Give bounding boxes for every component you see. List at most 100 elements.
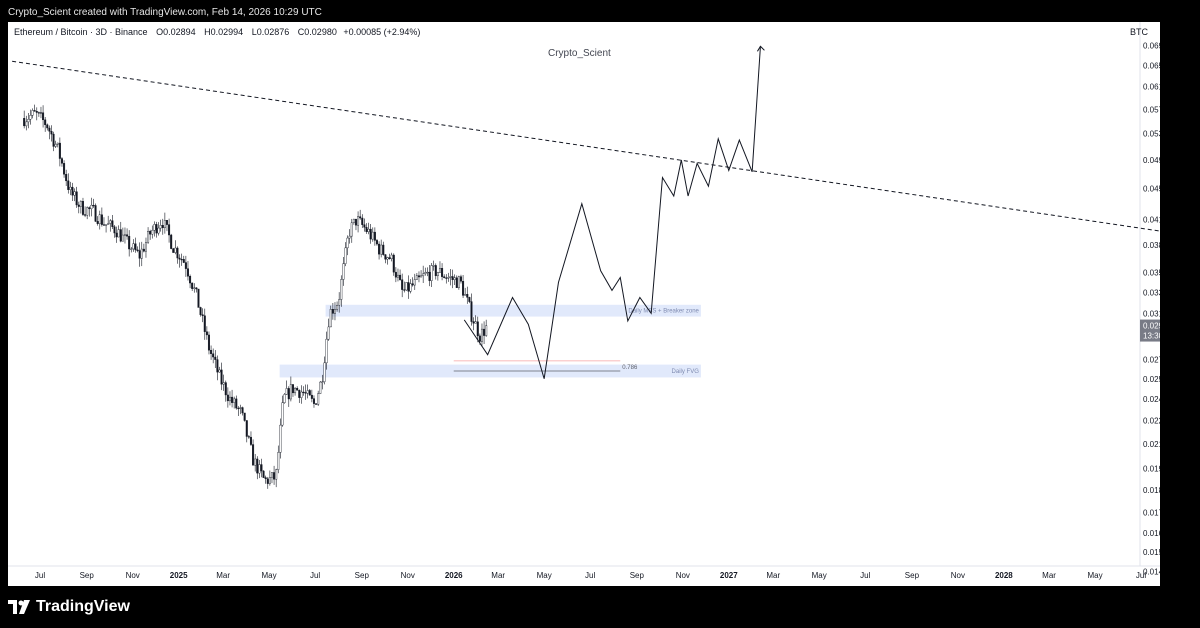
candle-body <box>157 227 160 234</box>
time-tick-label: Nov <box>676 571 690 580</box>
candle-body <box>361 217 364 225</box>
zone-band <box>325 304 701 317</box>
time-tick-label: Nov <box>126 571 140 580</box>
candle-body <box>115 232 118 238</box>
candle-body <box>75 191 78 206</box>
candle-body <box>92 204 95 207</box>
candle-body <box>90 204 93 210</box>
time-tick-label: 2025 <box>170 571 188 580</box>
candle-body <box>180 258 183 261</box>
candle-body <box>411 283 414 286</box>
candle-body <box>220 369 223 385</box>
candle-body <box>304 392 307 394</box>
candle-body <box>63 163 66 175</box>
footer-bar <box>0 586 1200 628</box>
candle-body <box>468 297 471 302</box>
price-tick-label: 0.02550 <box>1143 375 1160 384</box>
price-tick-label: 0.03300 <box>1143 288 1160 297</box>
candle-body <box>436 272 439 277</box>
candle-body <box>390 254 393 260</box>
candle-body <box>455 277 458 288</box>
candle-body <box>123 234 126 236</box>
time-tick-label: May <box>262 571 277 580</box>
candle-body <box>430 265 433 281</box>
candle-body <box>308 390 311 396</box>
price-tick-label: 0.01435 <box>1143 567 1160 576</box>
candle-body <box>79 201 82 207</box>
candle-body <box>346 237 349 249</box>
candle-body <box>191 282 194 289</box>
candle-body <box>407 282 410 292</box>
candle-body <box>144 242 147 252</box>
candle-body <box>378 243 381 255</box>
open-label: O <box>156 27 164 37</box>
zone-label: Daily MSS + Breaker zone <box>628 309 699 315</box>
candle-body <box>168 224 171 236</box>
candle-body <box>226 394 229 402</box>
candle-body <box>485 325 488 336</box>
time-tick-label: Mar <box>766 571 780 580</box>
candle-body <box>121 234 124 242</box>
candle-body <box>354 218 357 226</box>
candle-body <box>199 307 202 315</box>
time-axis[interactable]: Jul Sep Nov 2025 Mar May Jul Sep Nov 2026 Mar May Ju… <box>8 565 1160 580</box>
candle-body <box>107 223 110 225</box>
candle-body <box>287 388 290 400</box>
candle-body <box>386 257 389 260</box>
candle-body <box>373 231 376 241</box>
candle-body <box>298 389 301 398</box>
candle-body <box>109 220 112 224</box>
candle-body <box>132 243 135 250</box>
candle-body <box>81 201 84 215</box>
candle-body <box>434 265 437 277</box>
candle-body <box>466 293 469 298</box>
candle-body <box>126 234 129 237</box>
candle-body <box>186 268 189 277</box>
candle-body <box>367 228 370 232</box>
candle-body <box>71 186 74 196</box>
candle-body <box>369 228 372 240</box>
candle-body <box>207 334 210 351</box>
candle-body <box>291 384 294 394</box>
candle-body <box>457 276 460 288</box>
projection-path[interactable] <box>463 45 765 379</box>
candle-body <box>336 305 339 310</box>
candle-body <box>262 470 265 478</box>
price-chart[interactable]: Daily MSS + Breaker zone Daily FVG 0.786 0… <box>8 22 1160 586</box>
time-tick-label: Sep <box>905 571 920 580</box>
candle-body <box>98 214 101 224</box>
price-axis[interactable]: 0.06900 0.06500 0.06100 0.05700 0.05300 0.049… <box>1139 22 1160 576</box>
candle-body <box>476 321 479 337</box>
time-tick-label: Jul <box>585 571 595 580</box>
candle-body <box>205 331 208 336</box>
candle-body <box>138 250 141 259</box>
candle-body <box>392 254 395 273</box>
candle-body <box>67 180 70 190</box>
candle-body <box>312 398 315 404</box>
last-price-value: 0.02980 <box>1143 322 1160 331</box>
tradingview-logo[interactable]: TradingView <box>8 598 130 616</box>
candle-body <box>201 314 204 316</box>
candle-body <box>388 257 391 260</box>
candle-body <box>27 119 30 123</box>
trendline[interactable] <box>12 60 1160 232</box>
price-tick-label: 0.01610 <box>1143 529 1160 538</box>
chart-panel[interactable]: Daily MSS + Breaker zone Daily FVG 0.786 0… <box>8 22 1160 586</box>
symbol-legend: Ethereum / Bitcoin · 3D · Binance O0.028… <box>14 27 420 37</box>
projection-arrowhead <box>757 45 765 52</box>
candle-body <box>403 289 406 291</box>
close-value: 0.02980 <box>304 27 337 37</box>
candle-body <box>409 283 412 292</box>
candle-body <box>65 174 68 182</box>
candle-body <box>39 112 42 114</box>
candle-body <box>394 271 397 278</box>
low-value: 0.02876 <box>256 27 290 37</box>
candle-body <box>254 458 257 466</box>
projection-polyline[interactable] <box>463 46 761 379</box>
candle-body <box>401 279 404 290</box>
candle-body <box>113 226 116 234</box>
time-tick-label: Sep <box>355 571 370 580</box>
candle-body <box>478 335 481 342</box>
trendline-dashed[interactable] <box>12 60 1160 232</box>
candle-body <box>338 299 341 306</box>
